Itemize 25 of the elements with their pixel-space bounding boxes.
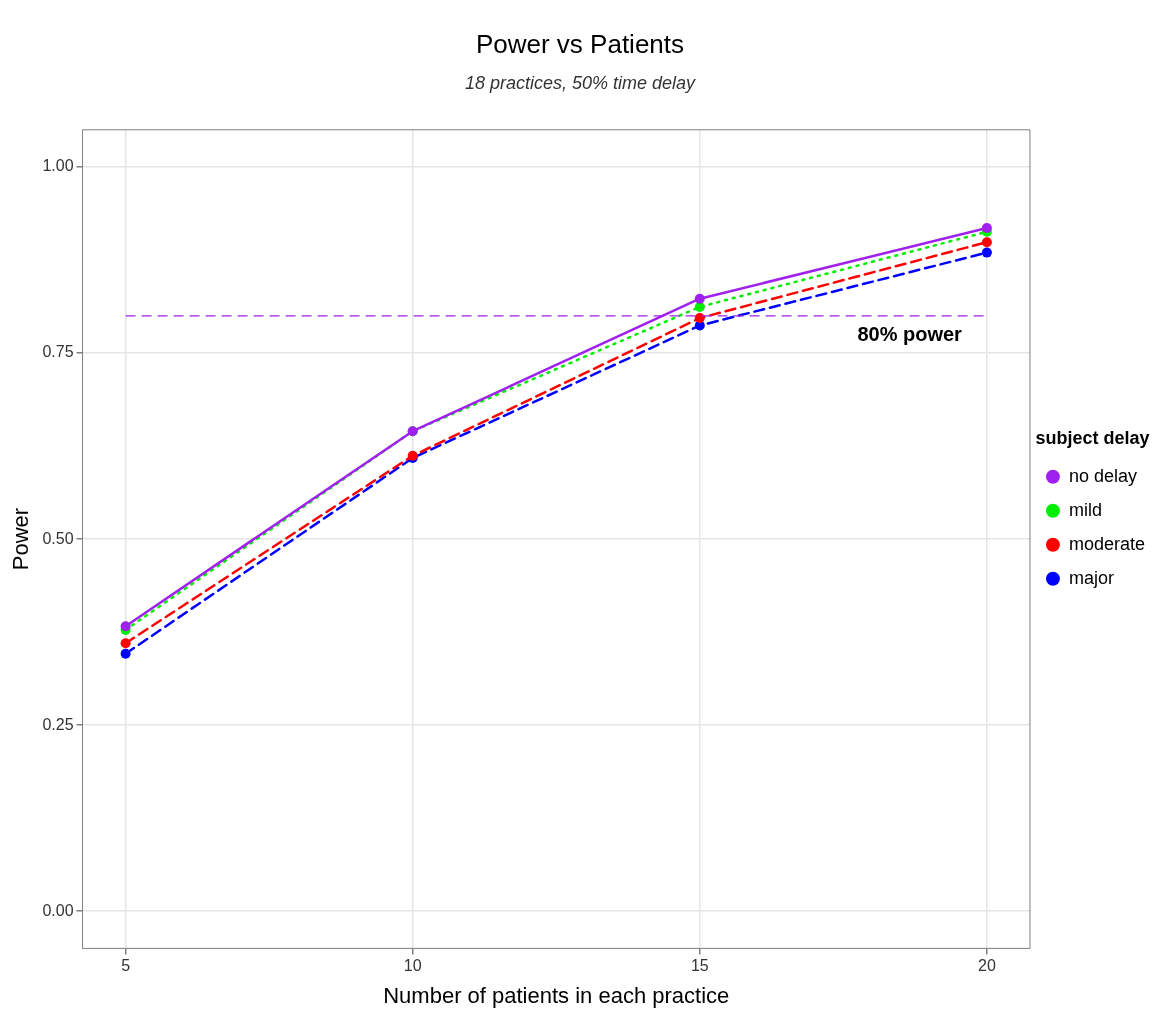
- ref-line-label: 80% power: [857, 323, 963, 346]
- y-axis-title: Power: [8, 507, 34, 571]
- legend-label: mild: [1068, 499, 1102, 520]
- x-tick-label: 15: [690, 957, 709, 975]
- point: [694, 313, 705, 324]
- legend-label: no delay: [1068, 465, 1138, 486]
- chart-title: Power vs Patients: [475, 28, 685, 59]
- point: [981, 247, 992, 258]
- point: [120, 648, 131, 659]
- y-tick-label: 0.00: [42, 901, 74, 919]
- legend-label: major: [1068, 567, 1114, 588]
- y-tick-label: 0.25: [42, 715, 74, 733]
- x-tick-label: 5: [121, 957, 131, 975]
- legend-title: subject delay: [1035, 428, 1150, 449]
- x-tick-label: 20: [977, 957, 996, 975]
- y-tick-label: 0.75: [42, 343, 74, 361]
- y-tick-label: 0.50: [42, 529, 74, 547]
- point: [694, 293, 705, 304]
- x-tick-label: 10: [403, 957, 422, 975]
- chart-subtitle: 18 practices, 50% time delay: [464, 73, 697, 93]
- y-tick-label: 1.00: [42, 157, 74, 175]
- legend-label: moderate: [1068, 533, 1145, 554]
- point: [120, 638, 131, 649]
- x-axis-title: Number of patients in each practice: [383, 982, 730, 1008]
- point: [981, 237, 992, 248]
